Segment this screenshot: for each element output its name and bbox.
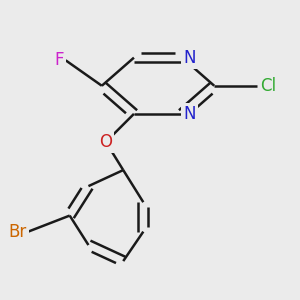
Text: F: F: [55, 51, 64, 69]
Text: Br: Br: [9, 223, 27, 241]
Text: O: O: [99, 133, 112, 151]
Text: Cl: Cl: [260, 77, 276, 95]
Text: N: N: [184, 105, 196, 123]
Text: N: N: [184, 49, 196, 67]
